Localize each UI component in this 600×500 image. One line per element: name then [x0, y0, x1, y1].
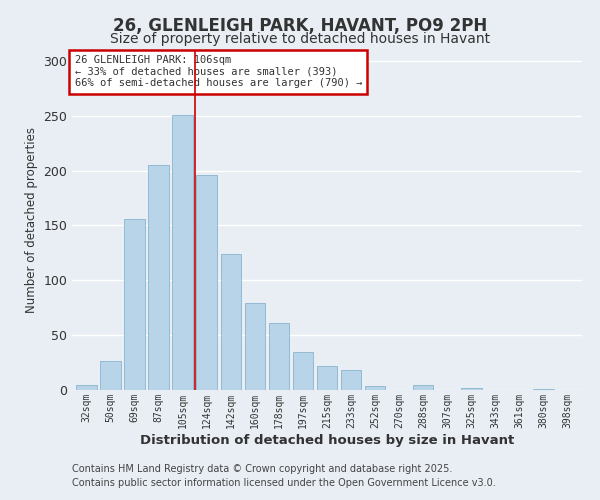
X-axis label: Distribution of detached houses by size in Havant: Distribution of detached houses by size …	[140, 434, 514, 446]
Bar	[124, 219, 145, 390]
Bar	[76, 384, 97, 390]
Bar	[100, 362, 121, 390]
Bar	[196, 175, 217, 390]
Bar	[365, 386, 385, 390]
Text: 26, GLENLEIGH PARK, HAVANT, PO9 2PH: 26, GLENLEIGH PARK, HAVANT, PO9 2PH	[113, 18, 487, 36]
Bar	[317, 366, 337, 390]
Text: Size of property relative to detached houses in Havant: Size of property relative to detached ho…	[110, 32, 490, 46]
Bar	[461, 388, 482, 390]
Text: 26 GLENLEIGH PARK: 106sqm
← 33% of detached houses are smaller (393)
66% of semi: 26 GLENLEIGH PARK: 106sqm ← 33% of detac…	[74, 55, 362, 88]
Bar	[245, 304, 265, 390]
Y-axis label: Number of detached properties: Number of detached properties	[25, 127, 38, 313]
Bar	[341, 370, 361, 390]
Bar	[172, 114, 193, 390]
Bar	[269, 323, 289, 390]
Text: Contains HM Land Registry data © Crown copyright and database right 2025.
Contai: Contains HM Land Registry data © Crown c…	[72, 464, 496, 487]
Bar	[221, 254, 241, 390]
Bar	[148, 165, 169, 390]
Bar	[533, 389, 554, 390]
Bar	[413, 384, 433, 390]
Bar	[293, 352, 313, 390]
